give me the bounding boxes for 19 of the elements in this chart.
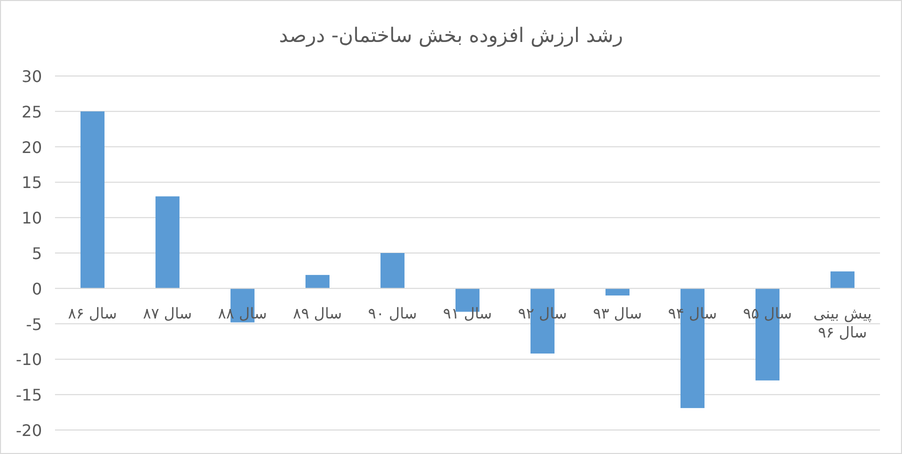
y-tick-label: 30 (22, 67, 42, 86)
y-tick-label: -15 (16, 386, 42, 405)
x-tick-label: پیش بینی سال ۹۶ (813, 304, 872, 342)
y-tick-label: -10 (16, 350, 42, 370)
y-tick-label: 15 (22, 173, 42, 192)
y-tick-label: 5 (32, 244, 42, 263)
x-tick-label: سال ۹۱ (443, 304, 492, 322)
y-tick-label: -20 (16, 421, 42, 440)
y-tick-label: 10 (22, 208, 42, 228)
x-tick-label: سال ۹۳ (593, 304, 642, 322)
x-tick-label: سال ۸۹ (293, 304, 342, 322)
y-tick-label: 20 (22, 138, 42, 157)
x-tick-label: سال ۹۰ (368, 304, 417, 322)
x-tick-label: سال ۸۷ (143, 304, 192, 322)
y-tick-label: 25 (22, 102, 42, 122)
x-tick-label: سال ۸۶ (68, 304, 117, 322)
y-tick-label: -5 (26, 314, 42, 334)
title: رشد ارزش افزوده بخش ساختمان- درصد (279, 23, 623, 47)
y-tick-label: 0 (32, 279, 42, 298)
